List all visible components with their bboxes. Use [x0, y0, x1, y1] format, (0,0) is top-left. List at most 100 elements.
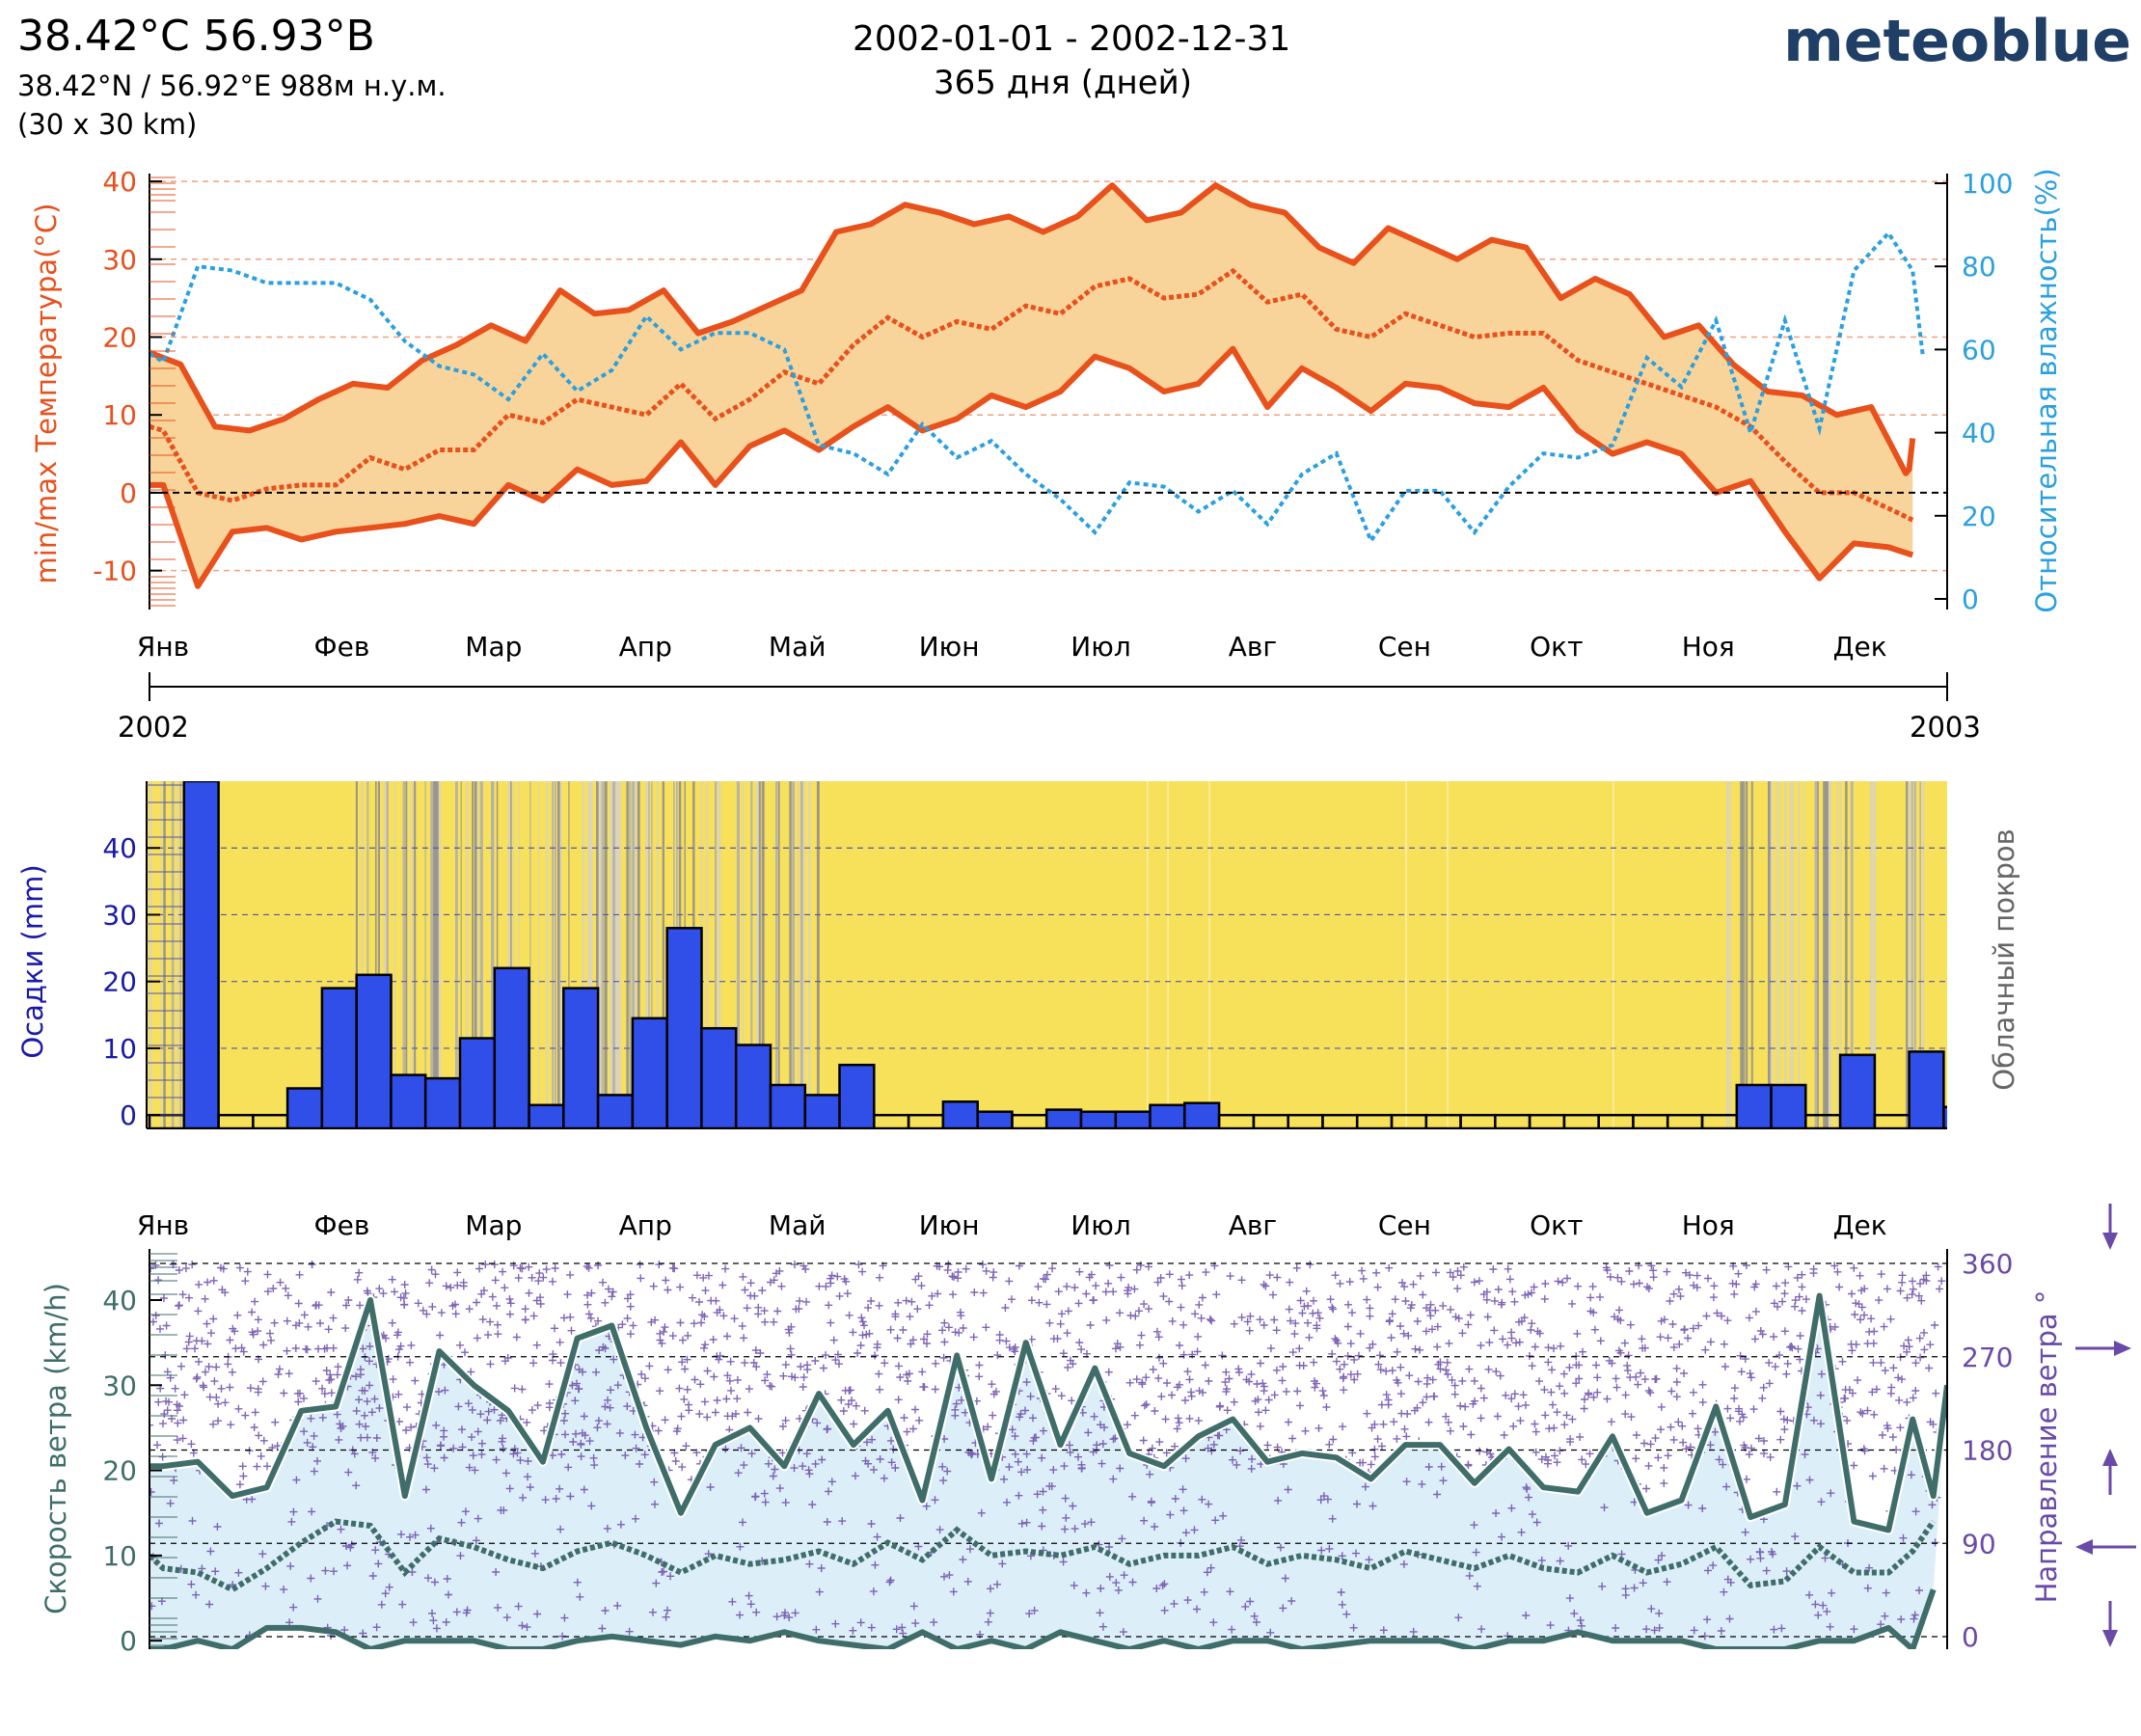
cloud-cover-stripe [587, 781, 591, 1128]
temperature-tick-label: 30 [102, 244, 137, 276]
cloud-cover-stripe [1803, 781, 1805, 1128]
cloud-cover-stripe [617, 781, 621, 1128]
cloud-cover-stripes [149, 781, 1925, 1128]
precipitation-bar [320, 987, 358, 1128]
month-label: Июл [1070, 1209, 1130, 1241]
cloud-cover-stripe [355, 781, 358, 1128]
cloud-cover-stripe [1919, 781, 1921, 1128]
precipitation-bar [1149, 1103, 1186, 1128]
month-label: Дек [1833, 1209, 1887, 1241]
cloud-cover-stripe [1147, 781, 1149, 1128]
cloud-cover-stripe [171, 781, 175, 1128]
cloud-cover-stripe [1775, 781, 1777, 1128]
cloud-cover-stripe [1906, 781, 1909, 1128]
month-label: Дек [1833, 631, 1887, 663]
cloud-cover-stripe [430, 781, 434, 1128]
cloud-cover-stripe [604, 781, 608, 1128]
temperature-tick-label: 10 [102, 399, 137, 431]
precipitation-bar [1770, 1083, 1807, 1128]
month-label: Окт [1530, 1209, 1583, 1241]
month-label: Мар [465, 631, 522, 663]
temperature-range-band [149, 185, 1913, 586]
precipitation-bar [665, 927, 703, 1128]
cloud-cover-stripe [656, 781, 659, 1128]
precipitation-tick-label: 20 [102, 966, 137, 998]
cloud-cover-stripe [179, 781, 181, 1128]
wind-direction-y-ticks: 0 90 180 270 360 [1962, 1248, 2013, 1653]
precipitation-bar [458, 1037, 497, 1128]
wind-direction-tick-label: 180 [1962, 1435, 2013, 1467]
precipitation-bar [390, 1073, 427, 1128]
cloud-cover-stripe [510, 781, 512, 1128]
month-label: Фев [313, 1209, 369, 1241]
wind-minor-ticks [149, 1253, 177, 1646]
month-label: Июл [1070, 631, 1130, 663]
month-label: Ноя [1682, 1209, 1735, 1241]
precipitation-bar [700, 1026, 738, 1128]
precipitation-bar [1908, 1050, 1945, 1128]
precipitation-bar [1044, 1108, 1083, 1128]
precipitation-bar [941, 1100, 979, 1128]
cloud-cover-stripe [507, 781, 511, 1128]
cloud-cover-stripe [1405, 781, 1407, 1128]
month-label: Авг [1229, 631, 1277, 663]
precipitation-bar [562, 987, 600, 1128]
wind-direction-tick-label: 360 [1962, 1248, 2013, 1280]
cloud-cover-stripe [1922, 781, 1925, 1128]
precipitation-axis-label: Осадки (mm) [16, 864, 49, 1058]
humidity-tick-label: 100 [1962, 168, 2013, 200]
cloud-cover-stripe [149, 781, 152, 1128]
cloud-cover-stripe [612, 781, 616, 1128]
cloud-cover-stripe [761, 781, 765, 1128]
cloud-cover-stripe [615, 781, 619, 1128]
temperature-minor-ticks [149, 176, 176, 607]
cloud-cover-stripe [1768, 781, 1771, 1128]
cloud-cover-stripe [792, 781, 795, 1128]
month-label: Апр [619, 1209, 672, 1241]
month-labels-bottom: Янв Фев Мар Апр Май Июн Июл Авг Сен Окт Ноя Дек [137, 1209, 1887, 1241]
precipitation-bar [1735, 1083, 1773, 1128]
cloud-cover-stripe [1828, 781, 1832, 1128]
cloud-cover-stripe [163, 781, 166, 1128]
arrow-up-icon [2102, 1449, 2118, 1495]
wind-speed-band [149, 1295, 1947, 1649]
cloud-cover-stripe [802, 781, 805, 1128]
cloud-cover-stripe [756, 781, 760, 1128]
month-label: Янв [137, 1209, 189, 1241]
cloud-cover-stripe [632, 781, 636, 1128]
temperature-axis-label: min/max Температура(°C) [30, 203, 63, 584]
month-label: Май [769, 631, 827, 663]
grid-resolution: (30 x 30 km) [17, 108, 198, 141]
precipitation-bar [2047, 1071, 2082, 1128]
cloud-cover-stripe [433, 781, 437, 1128]
cloud-cover-stripe [1823, 781, 1827, 1128]
cloud-cover-stripe [1743, 781, 1746, 1128]
cloud-cover-stripe [816, 781, 820, 1128]
brand-logo: meteoblue [1783, 8, 2131, 75]
cloud-cover-stripe [648, 781, 650, 1128]
cloud-cover-stripe [552, 781, 555, 1128]
wind-speed-lines [149, 1290, 1947, 1649]
cloud-cover-stripe [777, 781, 780, 1128]
cloud-cover-stripe [438, 781, 442, 1128]
cloud-cover-stripe [160, 781, 162, 1128]
cloud-cover-stripe [377, 781, 380, 1128]
precipitation-bar [631, 1017, 668, 1128]
humidity-line [149, 230, 1925, 545]
cloud-cover-stripe [1826, 781, 1829, 1128]
precipitation-bar [734, 1044, 772, 1128]
wind-direction-arrows [2075, 1204, 2136, 1647]
wind-direction-tick-label: 90 [1962, 1528, 1996, 1560]
cloud-cover-stripe [402, 781, 406, 1128]
temperature-lines [149, 182, 1925, 589]
humidity-tick-label: 20 [1962, 501, 1996, 532]
cloud-cover-stripe [1726, 781, 1729, 1128]
cloud-cover-stripe [1750, 781, 1753, 1128]
cloud-cover-stripe [742, 781, 745, 1128]
wind-speed-tick-label: 30 [102, 1370, 137, 1401]
day-count: 365 дня (дней) [934, 64, 1192, 102]
wind-speed-band-area [149, 1295, 1947, 1649]
month-label: Авг [1229, 1209, 1277, 1241]
precipitation-bar [493, 966, 530, 1128]
